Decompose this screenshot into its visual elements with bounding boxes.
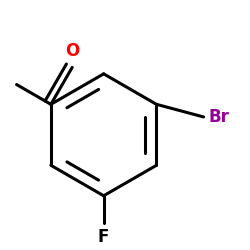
Text: F: F [98, 228, 109, 246]
Text: Br: Br [208, 108, 229, 126]
Text: O: O [65, 42, 79, 60]
